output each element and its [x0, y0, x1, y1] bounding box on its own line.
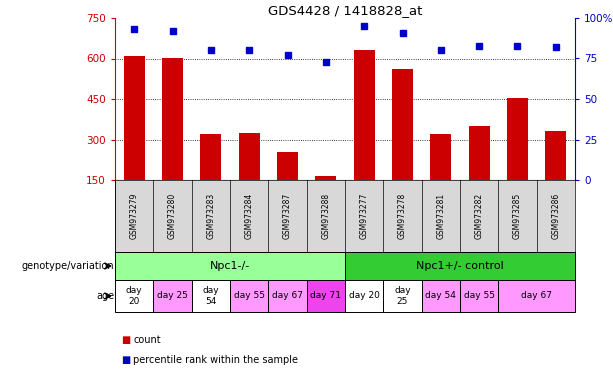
- Text: GSM973281: GSM973281: [436, 193, 445, 239]
- Text: day 67: day 67: [272, 291, 303, 301]
- Text: GSM973287: GSM973287: [283, 193, 292, 239]
- Bar: [383, 280, 422, 312]
- Bar: [115, 280, 153, 312]
- Bar: [468, 126, 490, 180]
- Text: GSM973280: GSM973280: [168, 193, 177, 239]
- Text: ■: ■: [121, 354, 131, 364]
- Bar: [546, 131, 566, 180]
- Bar: [268, 280, 306, 312]
- Text: ■: ■: [121, 335, 131, 345]
- Bar: [315, 176, 337, 180]
- Bar: [124, 56, 145, 180]
- Bar: [354, 50, 375, 180]
- Text: GSM973278: GSM973278: [398, 193, 407, 239]
- Bar: [153, 280, 192, 312]
- Bar: [115, 252, 345, 280]
- Text: day
20: day 20: [126, 286, 142, 306]
- Bar: [498, 280, 575, 312]
- Bar: [162, 58, 183, 180]
- Text: day 25: day 25: [157, 291, 188, 301]
- Text: day 67: day 67: [521, 291, 552, 301]
- Text: day 71: day 71: [310, 291, 341, 301]
- Bar: [345, 280, 383, 312]
- Bar: [430, 134, 451, 180]
- Text: day 54: day 54: [425, 291, 456, 301]
- Text: day 55: day 55: [234, 291, 265, 301]
- Text: age: age: [96, 291, 114, 301]
- Text: GSM973277: GSM973277: [360, 193, 368, 239]
- Bar: [238, 133, 260, 180]
- Text: Npc1-/-: Npc1-/-: [210, 261, 250, 271]
- Bar: [460, 280, 498, 312]
- Text: Npc1+/- control: Npc1+/- control: [416, 261, 504, 271]
- Bar: [392, 69, 413, 180]
- Text: count: count: [134, 335, 161, 345]
- Text: GSM973284: GSM973284: [245, 193, 254, 239]
- Bar: [422, 280, 460, 312]
- Bar: [200, 134, 221, 180]
- Text: GSM973282: GSM973282: [474, 193, 484, 239]
- Text: GSM973285: GSM973285: [513, 193, 522, 239]
- Text: percentile rank within the sample: percentile rank within the sample: [134, 354, 299, 364]
- Bar: [192, 280, 230, 312]
- Text: GSM973288: GSM973288: [321, 193, 330, 239]
- Text: GSM973279: GSM973279: [130, 193, 139, 239]
- Title: GDS4428 / 1418828_at: GDS4428 / 1418828_at: [268, 4, 422, 17]
- Text: day
25: day 25: [394, 286, 411, 306]
- Bar: [306, 280, 345, 312]
- Text: day 55: day 55: [463, 291, 495, 301]
- Bar: [507, 98, 528, 180]
- Bar: [230, 280, 268, 312]
- Text: day
54: day 54: [202, 286, 219, 306]
- Bar: [277, 152, 298, 180]
- Text: GSM973286: GSM973286: [551, 193, 560, 239]
- Text: GSM973283: GSM973283: [207, 193, 215, 239]
- Text: genotype/variation: genotype/variation: [21, 261, 114, 271]
- Bar: [345, 252, 575, 280]
- Text: day 20: day 20: [349, 291, 379, 301]
